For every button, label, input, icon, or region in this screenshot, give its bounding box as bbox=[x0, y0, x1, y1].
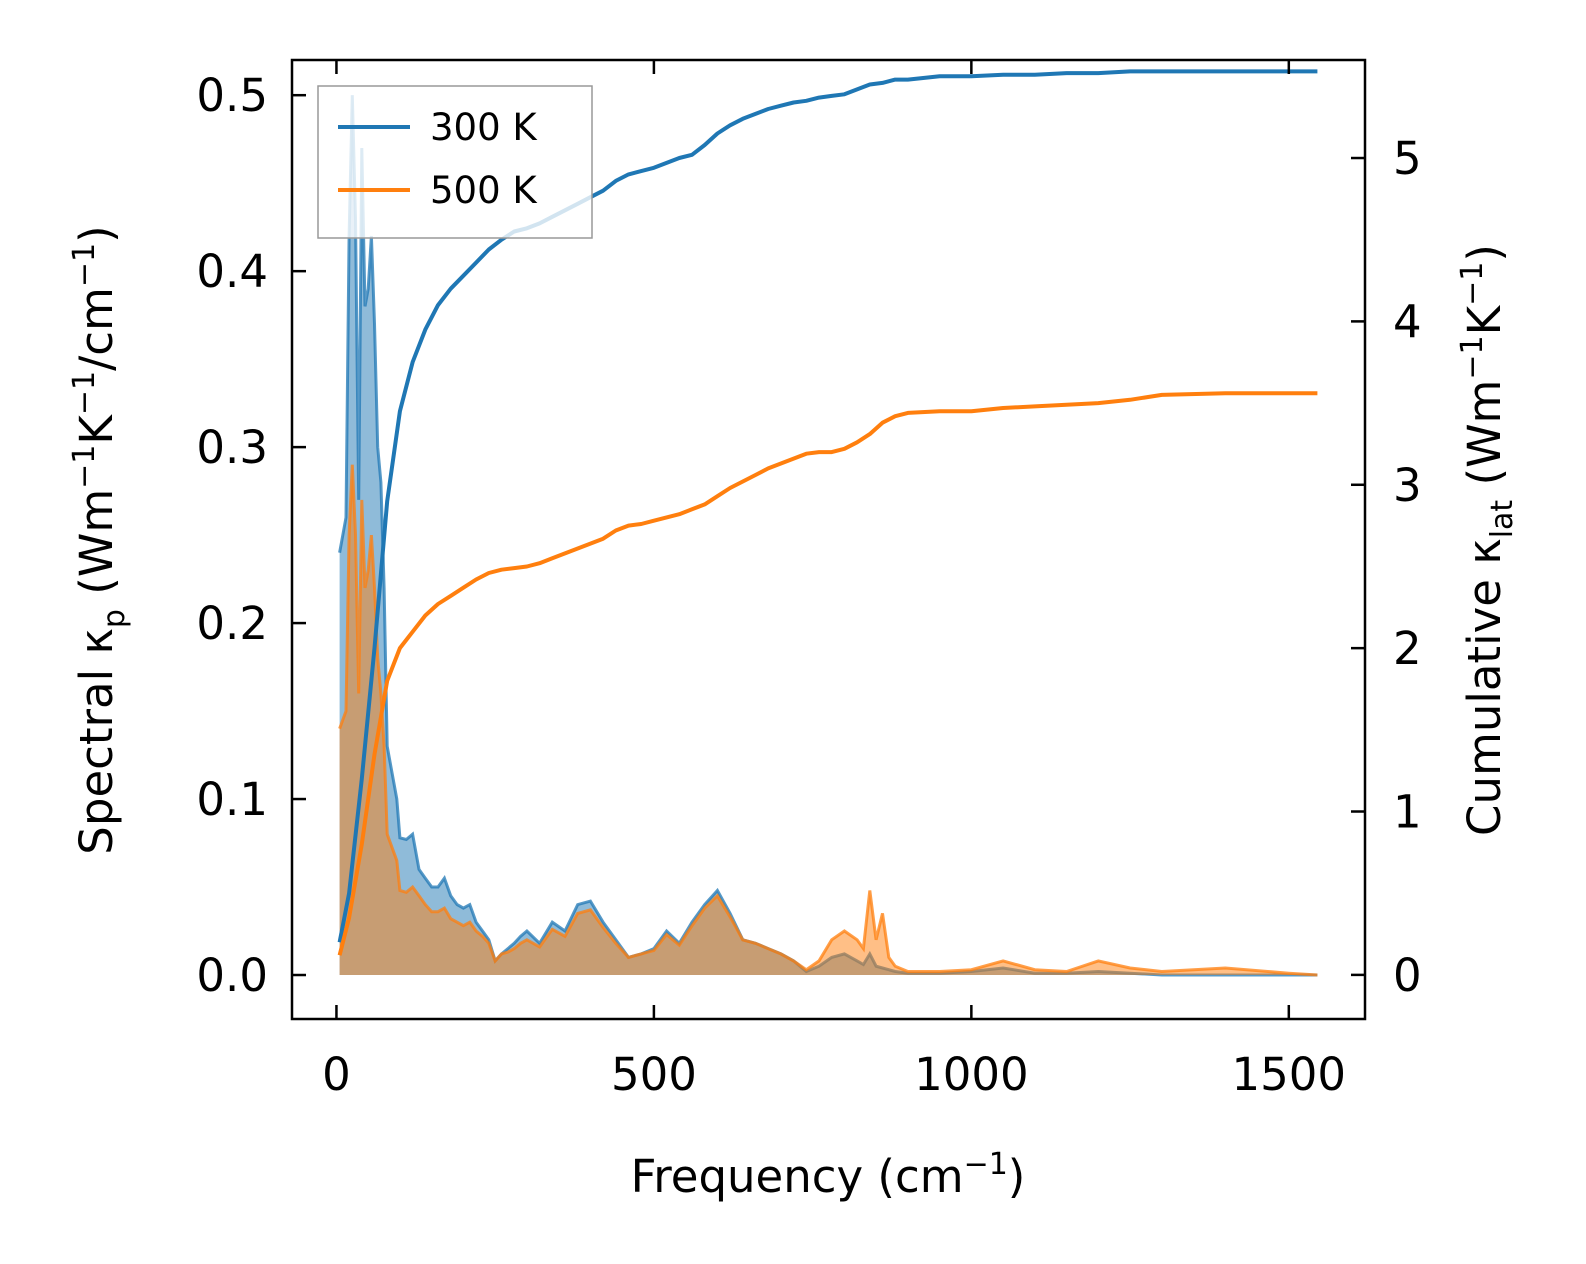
x-tick-label: 1500 bbox=[1232, 1048, 1347, 1101]
y-tick-label-right: 2 bbox=[1393, 622, 1422, 675]
x-axis-label: Frequency (cm−1) bbox=[631, 1147, 1026, 1203]
y-axis-label-left: Spectral κp (Wm−1K−1/cm−1) bbox=[67, 225, 132, 854]
y-tick-label-right: 1 bbox=[1393, 786, 1422, 839]
y-tick-label-left: 0.3 bbox=[196, 421, 268, 474]
y-tick-label-left: 0.1 bbox=[196, 773, 268, 826]
y-tick-label-left: 0.0 bbox=[196, 949, 268, 1002]
y-tick-label-left: 0.5 bbox=[196, 69, 268, 122]
legend: 300 K 500 K bbox=[317, 85, 593, 239]
y-tick-label-left: 0.4 bbox=[196, 245, 268, 298]
y-tick-label-right: 3 bbox=[1393, 459, 1422, 512]
axis-ticks: 0 500 1000 1500 0.0 0.1 0.2 0.3 0.4 0.5 0 1 2 3 4 5 bbox=[196, 60, 1422, 1101]
legend-box bbox=[317, 85, 593, 239]
legend-label-500k: 500 K bbox=[430, 169, 538, 212]
spectral-area-500k bbox=[339, 464, 1318, 975]
plot-frame bbox=[290, 58, 1367, 1021]
x-tick-label: 0 bbox=[322, 1048, 351, 1101]
cumulative-line-300k bbox=[337, 69, 1318, 943]
y-tick-label-right: 4 bbox=[1393, 295, 1422, 348]
y-axis-label-right: Cumulative κlat (Wm−1K−1) bbox=[1455, 244, 1520, 836]
x-tick-label: 500 bbox=[611, 1048, 697, 1101]
x-tick-label: 1000 bbox=[914, 1048, 1029, 1101]
legend-label-300k: 300 K bbox=[430, 106, 538, 149]
y-tick-label-right: 5 bbox=[1393, 132, 1422, 185]
plot-area bbox=[337, 69, 1318, 977]
y-tick-label-left: 0.2 bbox=[196, 597, 268, 650]
cumulative-line-500k bbox=[337, 391, 1318, 956]
spectral-line-500k bbox=[338, 464, 1318, 977]
y-tick-label-right: 0 bbox=[1393, 949, 1422, 1002]
